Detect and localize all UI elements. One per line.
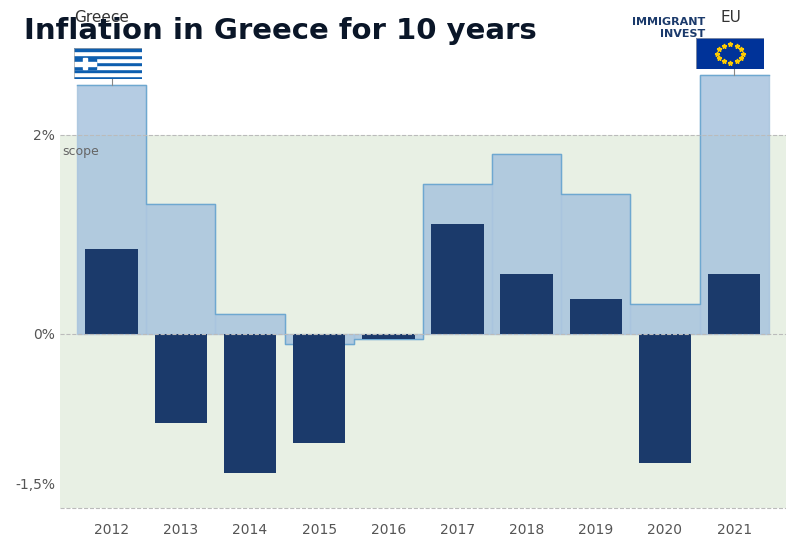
- Bar: [431, 224, 484, 334]
- Bar: [155, 334, 207, 423]
- Bar: [74, 76, 142, 79]
- Bar: [83, 59, 87, 69]
- Bar: [74, 62, 96, 66]
- Bar: [362, 334, 415, 339]
- Text: Greece: Greece: [74, 10, 129, 25]
- Bar: [74, 69, 142, 72]
- Bar: [74, 59, 96, 69]
- Bar: [708, 274, 760, 334]
- Text: Inflation in Greece for 10 years: Inflation in Greece for 10 years: [24, 17, 537, 45]
- Bar: [74, 72, 142, 76]
- Bar: [86, 249, 138, 334]
- Text: scope: scope: [62, 145, 99, 157]
- Bar: [74, 51, 142, 55]
- Text: EU: EU: [720, 10, 741, 25]
- Text: IMMIGRANT
INVEST: IMMIGRANT INVEST: [632, 17, 705, 39]
- Bar: [74, 55, 142, 59]
- Bar: [74, 65, 142, 69]
- Bar: [293, 334, 345, 443]
- Bar: [638, 334, 691, 463]
- Bar: [223, 334, 276, 473]
- Bar: [74, 62, 142, 65]
- Bar: [570, 299, 622, 334]
- Bar: [501, 274, 553, 334]
- Bar: [74, 48, 142, 51]
- Bar: [74, 59, 142, 62]
- Bar: [60, 135, 786, 508]
- Polygon shape: [77, 75, 769, 344]
